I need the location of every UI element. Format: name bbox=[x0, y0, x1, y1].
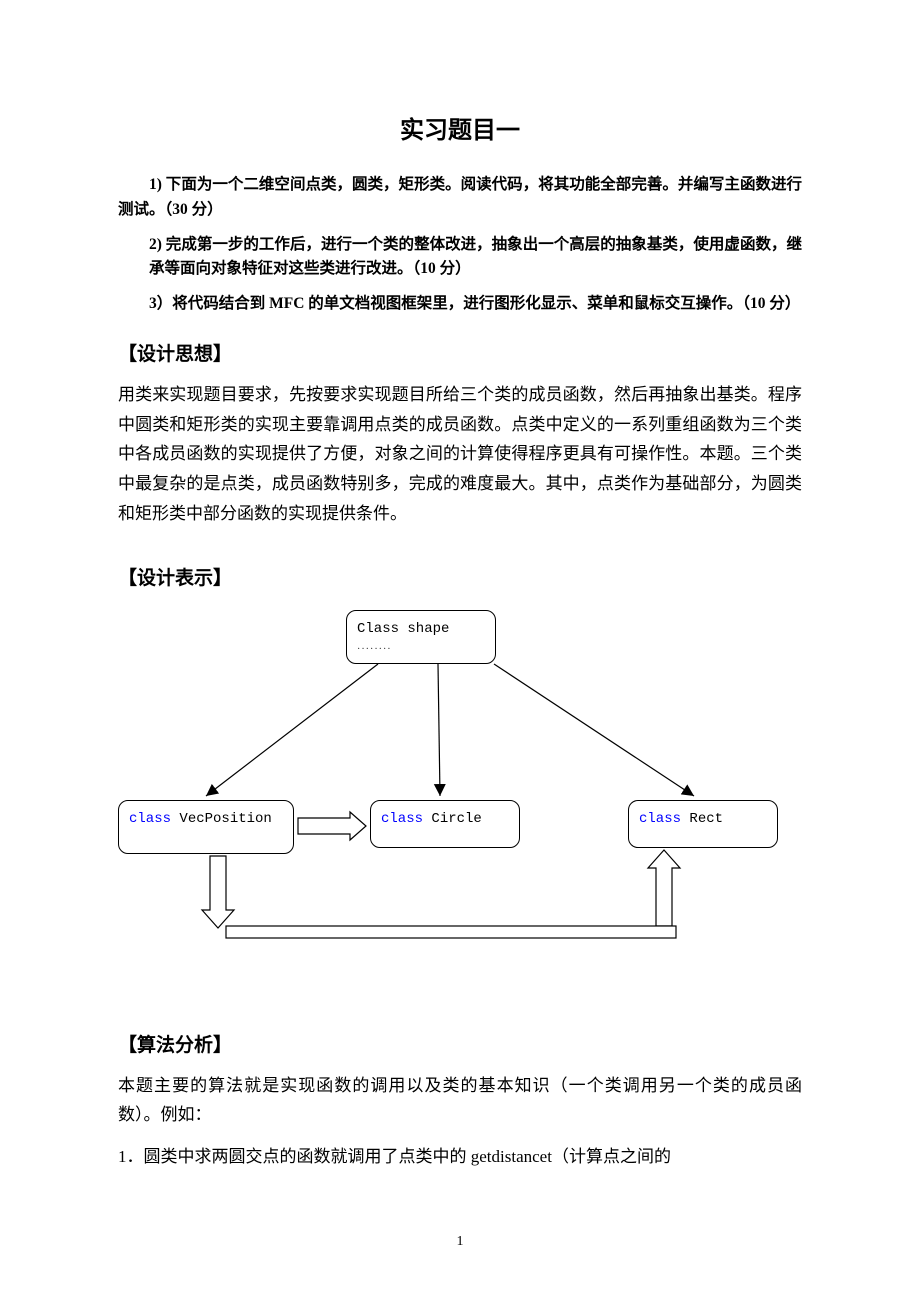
section-design-idea: 【设计思想】 bbox=[118, 339, 802, 366]
design-idea-body: 用类来实现题目要求，先按要求实现题目所给三个类的成员函数，然后再抽象出基类。程序… bbox=[118, 380, 802, 529]
node-rect: class Rect bbox=[628, 800, 778, 848]
node-circle-name: Circle bbox=[423, 811, 482, 827]
page-number: 1 bbox=[0, 1234, 920, 1250]
section-algorithm: 【算法分析】 bbox=[118, 1030, 802, 1057]
node-vec-kw: class bbox=[129, 811, 171, 827]
class-diagram: Class shape ········ class VecPosition c… bbox=[118, 610, 802, 990]
node-vec-name: VecPosition bbox=[171, 811, 272, 827]
node-shape-label: Class shape bbox=[357, 621, 449, 637]
node-shape-sub: ········ bbox=[357, 644, 392, 655]
algo-body-1: 本题主要的算法就是实现函数的调用以及类的基本知识（一个类调用另一个类的成员函数）… bbox=[118, 1071, 802, 1131]
node-shape: Class shape ········ bbox=[346, 610, 496, 664]
page-title: 实习题目一 bbox=[118, 110, 802, 145]
question-3: 3）将代码结合到 MFC 的单文档视图框架里，进行图形化显示、菜单和鼠标交互操作… bbox=[118, 292, 802, 317]
node-rect-name: Rect bbox=[681, 811, 723, 827]
question-1: 1) 下面为一个二维空间点类，圆类，矩形类。阅读代码，将其功能全部完善。并编写主… bbox=[118, 173, 802, 223]
algo-body-2: 1．圆类中求两圆交点的函数就调用了点类中的 getdistancet（计算点之间… bbox=[118, 1142, 802, 1172]
section-design-representation: 【设计表示】 bbox=[118, 563, 232, 590]
node-rect-kw: class bbox=[639, 811, 681, 827]
node-vecposition: class VecPosition bbox=[118, 800, 294, 854]
question-2: 2) 完成第一步的工作后，进行一个类的整体改进，抽象出一个高层的抽象基类，使用虚… bbox=[118, 233, 802, 283]
node-circle-kw: class bbox=[381, 811, 423, 827]
node-circle: class Circle bbox=[370, 800, 520, 848]
